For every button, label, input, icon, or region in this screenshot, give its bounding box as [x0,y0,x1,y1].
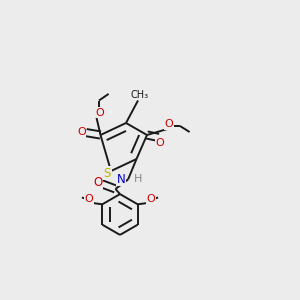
Text: O: O [85,194,94,204]
Text: H: H [134,174,142,184]
Text: S: S [104,167,111,180]
Text: N: N [117,173,126,186]
Text: O: O [77,127,86,137]
Text: O: O [93,176,102,189]
Text: O: O [96,107,105,118]
Text: O: O [164,119,173,130]
Text: CH₃: CH₃ [131,89,149,100]
Text: O: O [146,194,155,204]
Text: O: O [155,138,164,148]
